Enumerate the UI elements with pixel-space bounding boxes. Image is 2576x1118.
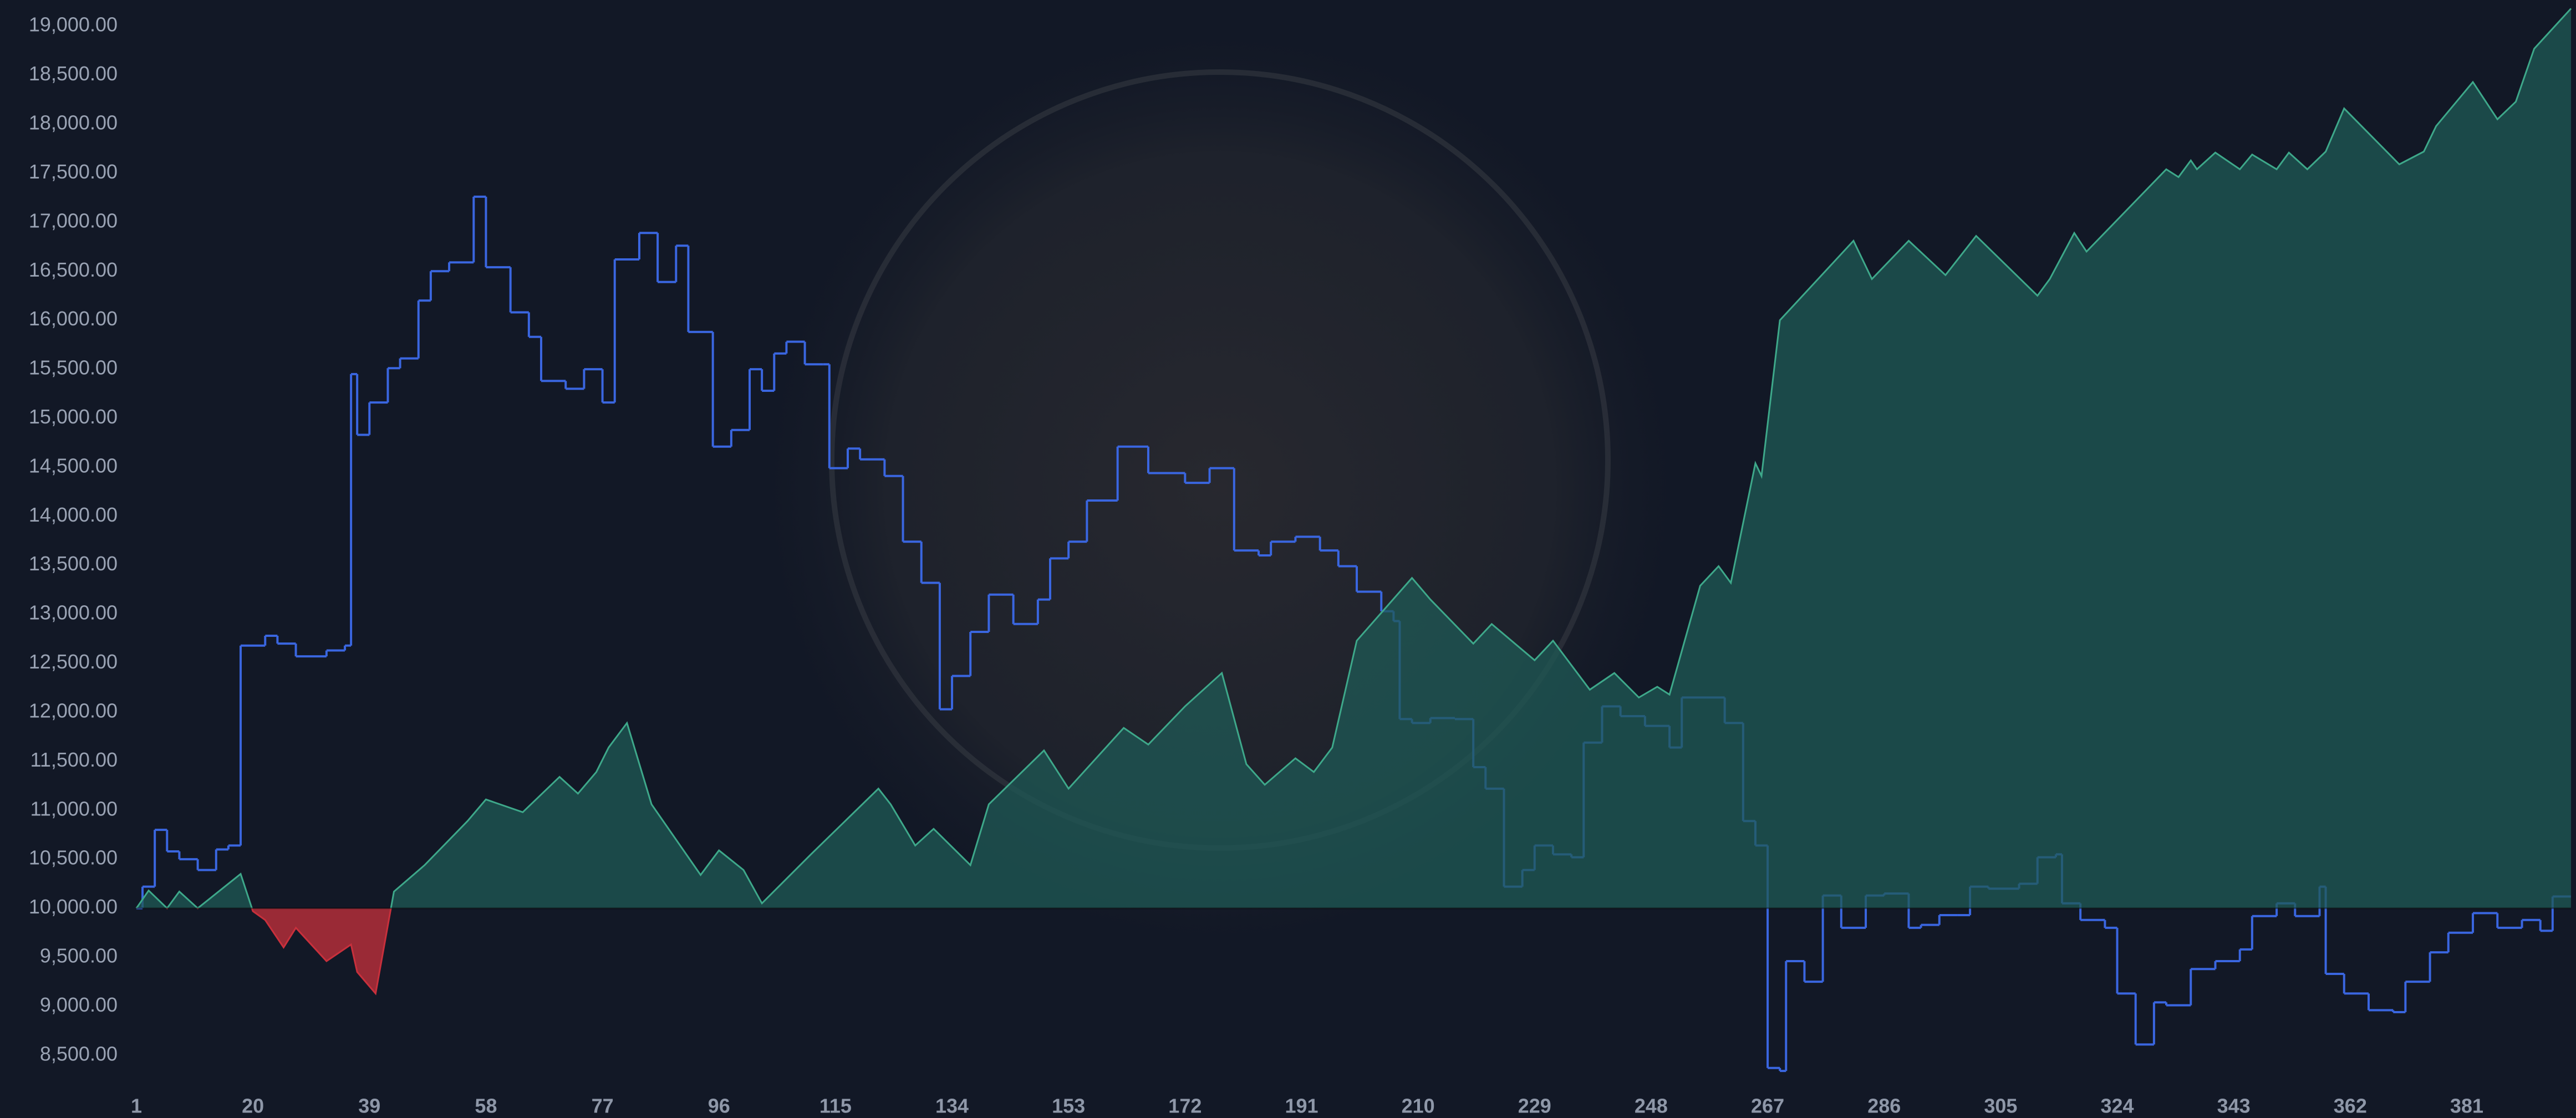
- y-tick-label: 13,000.00: [29, 601, 118, 624]
- area-below-baseline: [136, 908, 2571, 994]
- x-tick-label: 229: [1518, 1095, 1551, 1117]
- x-tick-label: 267: [1751, 1095, 1784, 1117]
- y-tick-label: 19,000.00: [29, 13, 118, 36]
- x-tick-label: 20: [242, 1095, 264, 1117]
- y-tick-label: 10,500.00: [29, 846, 118, 869]
- x-tick-label: 286: [1867, 1095, 1901, 1117]
- x-tick-label: 362: [2334, 1095, 2367, 1117]
- x-tick-label: 153: [1052, 1095, 1085, 1117]
- y-tick-label: 17,500.00: [29, 160, 118, 183]
- x-tick-label: 134: [935, 1095, 969, 1117]
- x-tick-label: 343: [2217, 1095, 2251, 1117]
- y-tick-label: 11,500.00: [30, 748, 118, 771]
- y-tick-label: 12,500.00: [29, 650, 118, 673]
- line-above-baseline: [135, 8, 2572, 908]
- x-tick-label: 172: [1168, 1095, 1202, 1117]
- y-tick-label: 14,000.00: [29, 503, 118, 526]
- x-tick-label: 58: [475, 1095, 497, 1117]
- y-tick-label: 15,000.00: [29, 405, 118, 428]
- x-tick-label: 39: [358, 1095, 380, 1117]
- y-tick-label: 15,500.00: [29, 356, 118, 379]
- y-tick-label: 16,500.00: [29, 258, 118, 281]
- y-tick-label: 10,000.00: [29, 895, 118, 918]
- y-tick-label: 9,000.00: [40, 993, 118, 1016]
- area-above-baseline: [136, 8, 2571, 908]
- x-tick-label: 381: [2450, 1095, 2483, 1117]
- x-tick-label: 115: [819, 1095, 852, 1117]
- y-tick-label: 9,500.00: [40, 944, 118, 967]
- x-tick-label: 77: [592, 1095, 614, 1117]
- x-tick-label: 96: [708, 1095, 730, 1117]
- x-tick-label: 1: [131, 1095, 142, 1117]
- y-tick-label: 18,000.00: [29, 111, 118, 134]
- y-tick-label: 17,000.00: [29, 209, 118, 232]
- y-tick-label: 13,500.00: [29, 552, 118, 575]
- y-tick-label: 12,000.00: [29, 699, 118, 722]
- y-tick-label: 14,500.00: [29, 454, 118, 477]
- x-tick-label: 324: [2100, 1095, 2134, 1117]
- x-tick-label: 191: [1285, 1095, 1318, 1117]
- x-tick-label: 210: [1402, 1095, 1435, 1117]
- x-tick-label: 305: [1984, 1095, 2017, 1117]
- y-tick-label: 18,500.00: [29, 62, 118, 85]
- y-tick-label: 11,000.00: [30, 797, 118, 820]
- y-tick-label: 8,500.00: [40, 1042, 118, 1065]
- x-tick-label: 248: [1635, 1095, 1668, 1117]
- y-tick-label: 16,000.00: [29, 307, 118, 330]
